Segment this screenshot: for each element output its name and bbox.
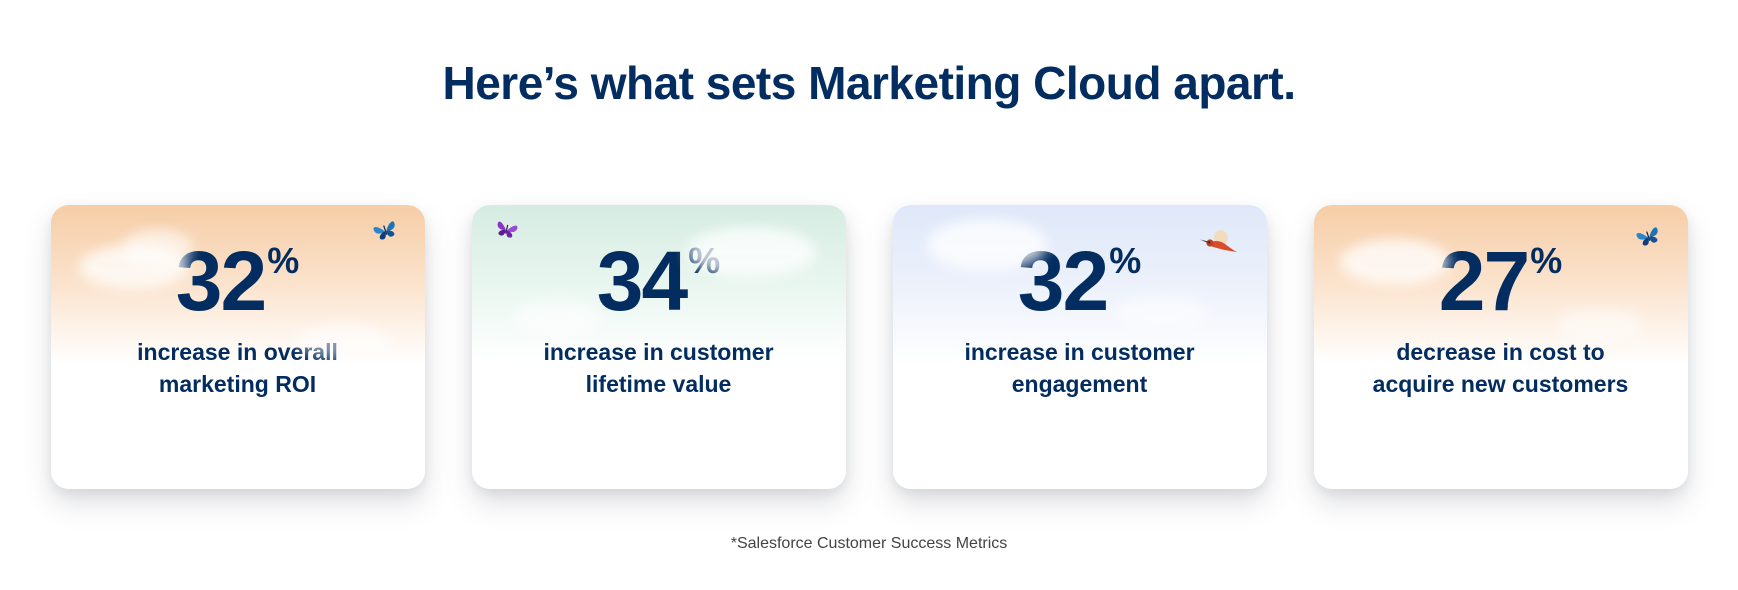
stat-card-marketing-roi: 32 % increase in overall marketing ROI xyxy=(50,205,425,490)
purple-butterfly-icon xyxy=(494,219,519,241)
cloud-shape xyxy=(685,227,816,278)
blue-butterfly-icon xyxy=(372,219,399,243)
stat-value-group: 32 % xyxy=(176,239,299,323)
stat-card-acquisition-cost: 27 % decrease in cost to acquire new cus… xyxy=(1313,205,1688,490)
cloud-shape xyxy=(511,301,602,336)
blue-butterfly-icon xyxy=(1635,225,1662,249)
stats-cards-row: 32 % increase in overall marketing ROI xyxy=(50,205,1688,490)
stat-description: increase in customer lifetime value xyxy=(543,339,774,397)
cloud-shape xyxy=(1116,295,1207,330)
cloud-shape xyxy=(1555,309,1644,342)
stat-description: decrease in cost to acquire new customer… xyxy=(1372,339,1629,397)
cloud-shape xyxy=(122,229,193,266)
stat-card-lifetime-value: 34 % increase in customer lifetime value xyxy=(471,205,846,490)
section-title: Here’s what sets Marketing Cloud apart. xyxy=(442,57,1296,109)
cloud-shape xyxy=(926,219,1047,272)
stat-value: 27 xyxy=(1438,234,1530,329)
hummingbird-icon xyxy=(1199,227,1239,257)
stat-card-engagement: 32 % increase in customer engagement xyxy=(892,205,1267,490)
cloud-shape xyxy=(294,323,391,360)
stat-value-group: 27 % xyxy=(1439,239,1562,323)
stat-value: 34 xyxy=(596,234,688,329)
percent-sign: % xyxy=(1109,240,1142,282)
stat-value: 32 xyxy=(175,234,267,329)
stat-description: increase in customer engagement xyxy=(964,339,1195,397)
footnote: *Salesforce Customer Success Metrics xyxy=(730,535,1008,553)
percent-sign: % xyxy=(267,240,300,282)
cloud-shape xyxy=(1339,239,1450,286)
percent-sign: % xyxy=(1530,240,1563,282)
